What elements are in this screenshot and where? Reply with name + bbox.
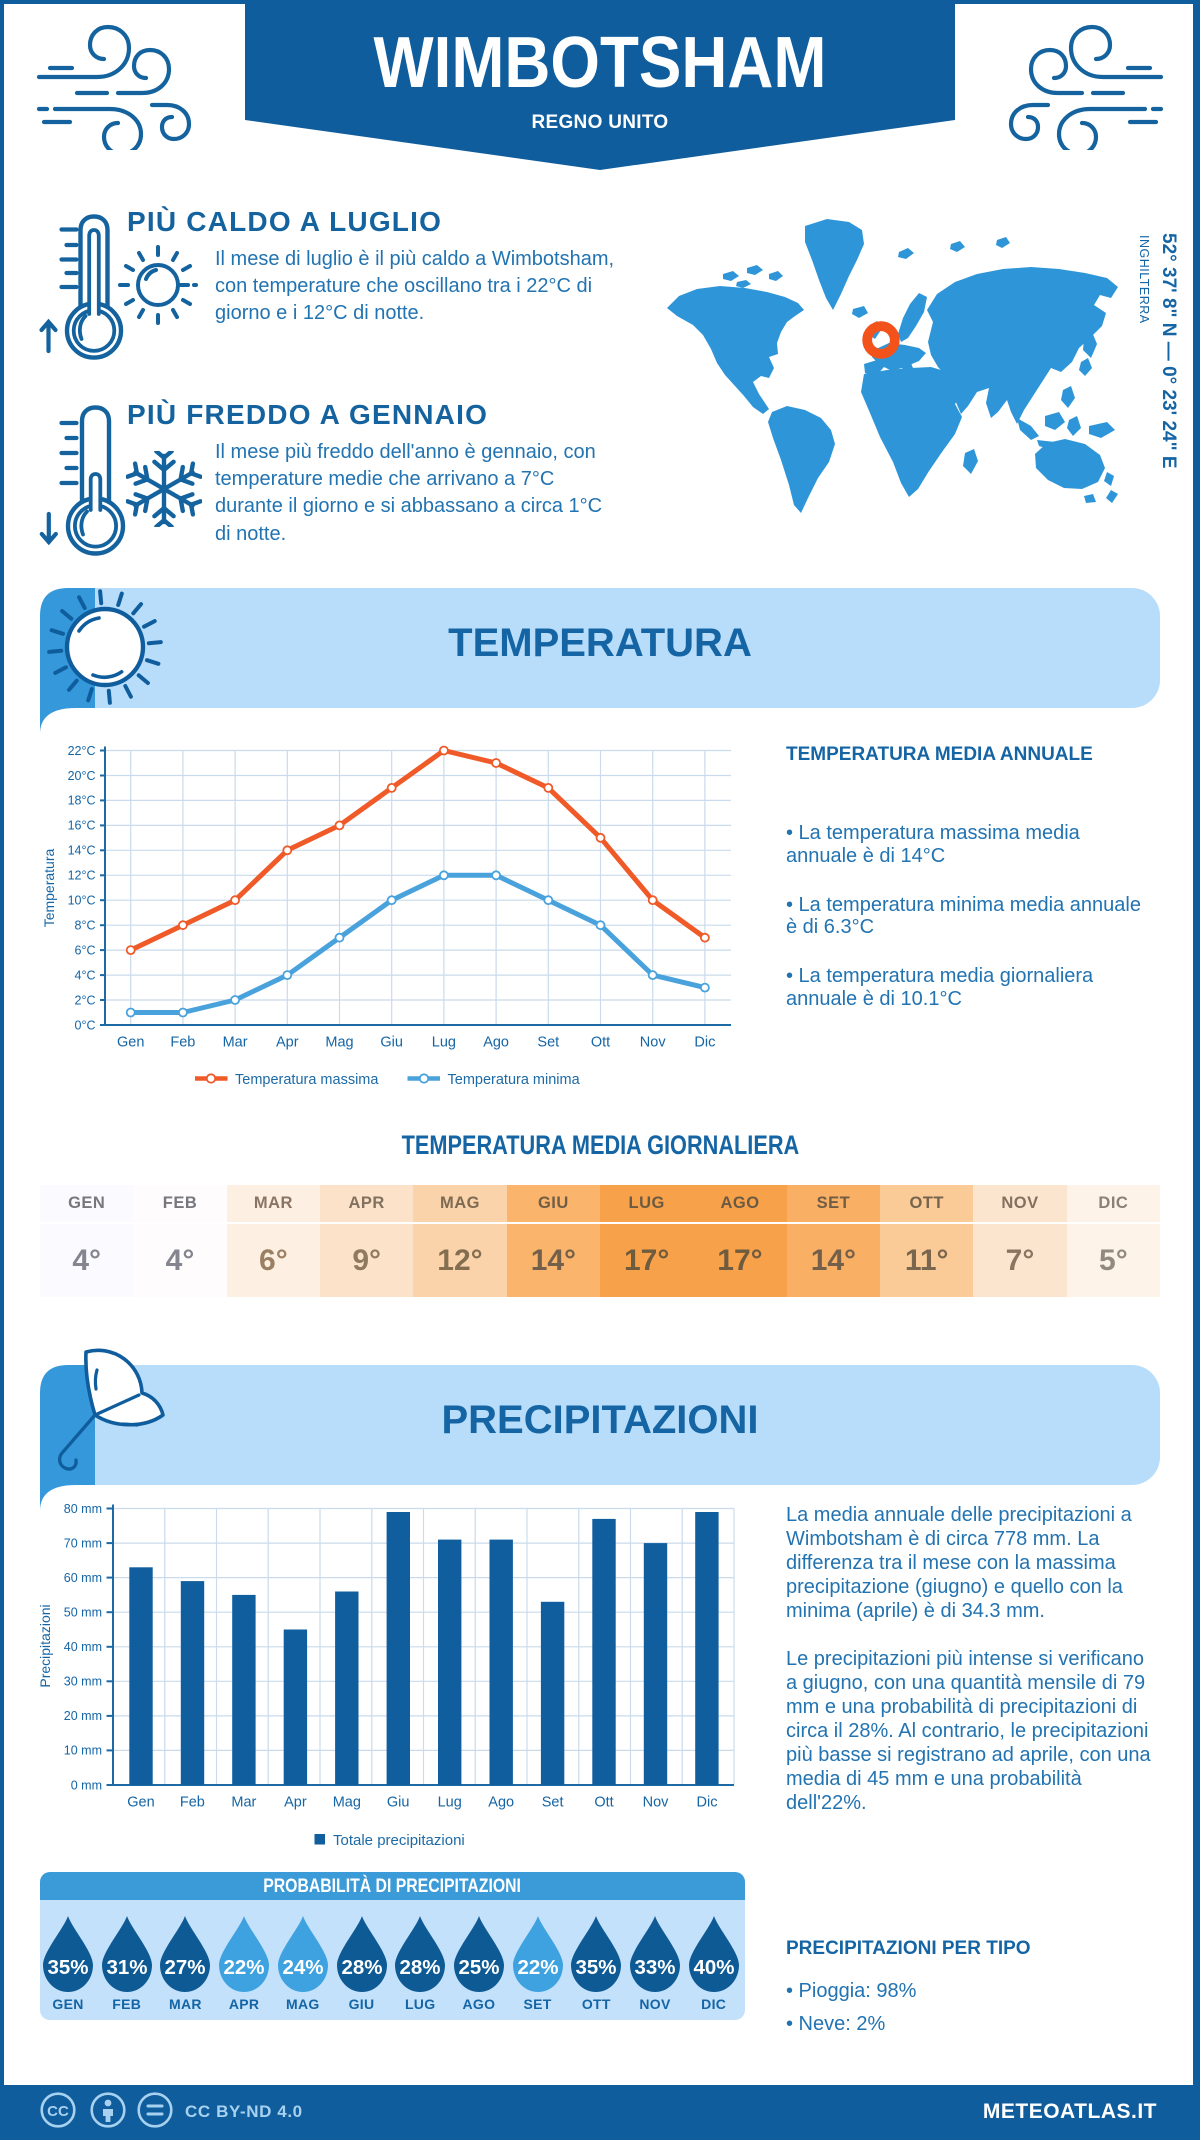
svg-text:30 mm: 30 mm [64, 1675, 102, 1689]
svg-text:31%: 31% [106, 1956, 147, 1979]
svg-text:70 mm: 70 mm [64, 1536, 102, 1550]
svg-text:Nov: Nov [640, 1035, 667, 1051]
svg-text:Mag: Mag [325, 1035, 353, 1051]
svg-text:10°C: 10°C [68, 894, 96, 908]
svg-text:6°C: 6°C [75, 943, 96, 957]
svg-text:Dic: Dic [694, 1035, 715, 1051]
svg-text:40 mm: 40 mm [64, 1640, 102, 1654]
svg-text:Mar: Mar [223, 1035, 248, 1051]
svg-text:18°C: 18°C [68, 794, 96, 808]
svg-text:25%: 25% [458, 1956, 499, 1979]
svg-text:0 mm: 0 mm [71, 1778, 102, 1792]
svg-text:28%: 28% [341, 1956, 382, 1979]
svg-text:35%: 35% [47, 1956, 88, 1979]
svg-text:20 mm: 20 mm [64, 1709, 102, 1723]
svg-text:16°C: 16°C [68, 819, 96, 833]
svg-text:Gen: Gen [127, 1795, 154, 1811]
svg-text:80 mm: 80 mm [64, 1502, 102, 1516]
svg-text:Mag: Mag [333, 1795, 361, 1811]
svg-text:Temperatura massima: Temperatura massima [235, 1072, 379, 1088]
svg-text:27%: 27% [165, 1956, 206, 1979]
svg-text:22%: 22% [517, 1956, 558, 1979]
svg-text:28%: 28% [400, 1956, 441, 1979]
svg-text:Precipitazioni: Precipitazioni [40, 1604, 53, 1687]
svg-text:22%: 22% [224, 1956, 265, 1979]
svg-text:Feb: Feb [180, 1795, 205, 1811]
svg-text:Ago: Ago [483, 1035, 509, 1051]
svg-text:Totale precipitazioni: Totale precipitazioni [333, 1832, 465, 1849]
svg-text:Apr: Apr [276, 1035, 299, 1051]
svg-text:Mar: Mar [231, 1795, 256, 1811]
svg-text:10 mm: 10 mm [64, 1744, 102, 1758]
svg-text:Set: Set [542, 1795, 564, 1811]
svg-text:4°C: 4°C [75, 968, 96, 982]
svg-text:Feb: Feb [170, 1035, 195, 1051]
svg-text:Dic: Dic [697, 1795, 718, 1811]
svg-text:Ott: Ott [591, 1035, 610, 1051]
svg-text:CC: CC [47, 2103, 69, 2120]
svg-text:Ago: Ago [488, 1795, 514, 1811]
svg-text:2°C: 2°C [75, 993, 96, 1007]
svg-text:Lug: Lug [438, 1795, 462, 1811]
svg-text:12°C: 12°C [68, 869, 96, 883]
svg-text:Giu: Giu [387, 1795, 410, 1811]
svg-text:Apr: Apr [284, 1795, 307, 1811]
svg-text:33%: 33% [634, 1956, 675, 1979]
svg-text:Temperatura: Temperatura [41, 848, 57, 927]
svg-text:8°C: 8°C [75, 919, 96, 933]
svg-text:Gen: Gen [117, 1035, 144, 1051]
svg-text:14°C: 14°C [68, 844, 96, 858]
svg-text:Giu: Giu [380, 1035, 403, 1051]
svg-text:22°C: 22°C [68, 744, 96, 758]
svg-text:40%: 40% [693, 1956, 734, 1979]
svg-text:Set: Set [537, 1035, 559, 1051]
svg-text:60 mm: 60 mm [64, 1571, 102, 1585]
svg-text:0°C: 0°C [75, 1018, 96, 1032]
svg-text:Temperatura minima: Temperatura minima [448, 1072, 581, 1088]
svg-text:35%: 35% [576, 1956, 617, 1979]
svg-text:Lug: Lug [432, 1035, 456, 1051]
svg-text:Nov: Nov [643, 1795, 670, 1811]
svg-text:20°C: 20°C [68, 769, 96, 783]
svg-text:24%: 24% [282, 1956, 323, 1979]
svg-text:Ott: Ott [594, 1795, 613, 1811]
svg-text:50 mm: 50 mm [64, 1606, 102, 1620]
